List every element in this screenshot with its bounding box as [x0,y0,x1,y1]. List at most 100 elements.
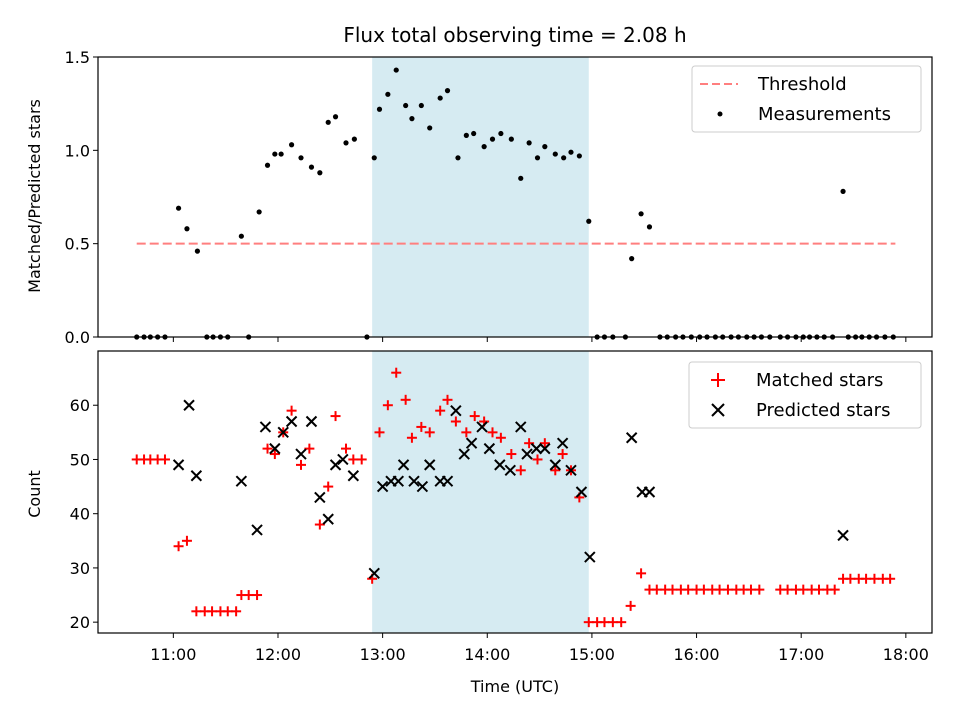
predicted-point [295,448,307,460]
matched-point [243,590,254,601]
measurement-point [508,136,514,142]
predicted-point [235,475,248,487]
measurement-point [840,188,846,194]
matched-point [607,617,618,628]
bottom-y-tick-label: 50 [70,450,90,469]
predicted-point [584,551,596,563]
predicted-point [322,513,334,525]
measurement-point [308,164,315,170]
predicted-point [251,524,263,536]
bottom-legend: Matched stars Predicted stars [688,361,922,429]
matched-point [616,617,627,628]
matched-point [722,584,733,595]
matched-point [442,394,453,405]
predicted-point [424,459,436,471]
matched-point [651,584,662,595]
predicted-point [376,480,389,493]
matched-point [714,584,725,595]
predicted-point [837,529,849,542]
predicted-point [397,459,410,471]
top-legend-box [691,65,922,133]
bottom-y-tick-label: 30 [70,559,90,578]
matched-point [406,432,417,443]
top-axes-frame [97,56,933,338]
predicted-point [504,464,516,477]
matched-point [745,584,756,595]
bottom-y-ticks: 20 30 40 50 60 [70,396,98,632]
x-tick-label: 14:00 [464,645,510,664]
bottom-axes-frame [97,350,933,634]
measurement-point [371,155,377,161]
bottom-y-axis-label: Count [25,470,44,518]
matched-point [391,367,402,378]
measurement-point [393,67,399,73]
predicted-point [347,470,360,482]
measurement-point [278,151,284,157]
measurement-point [175,205,182,211]
matched-point [159,454,170,465]
predicted-point [416,480,429,493]
matched-point [222,606,233,617]
measurement-point [272,151,278,157]
matched-point [625,600,636,611]
predicted-point [465,437,478,449]
measurement-point [343,140,349,146]
measurement-point [264,162,271,168]
matched-point [191,606,202,617]
matched-point [539,438,550,449]
measurement-point [409,116,415,122]
bottom-y-tick-label: 20 [70,613,90,632]
legend-predicted-swatch [711,403,725,417]
predicted-point [314,491,326,504]
measurement-point [238,233,244,239]
matched-point [583,617,594,628]
measurement-point [552,151,558,157]
matched-point [304,443,315,454]
predicted-point [392,475,405,487]
matched-point [798,584,809,595]
measurement-point [481,144,487,150]
measurement-point [498,130,504,137]
measurement-point [298,155,304,161]
predicted-point [494,459,506,471]
matched-point [450,416,461,427]
legend-measurements-label: Measurements [758,104,891,125]
x-tick-label: 16:00 [673,645,719,664]
matched-point [636,568,647,579]
matched-point [374,427,385,438]
x-tick-label: 12:00 [255,645,301,664]
highlight-span-top [372,57,589,337]
matched-point [487,427,498,438]
matched-point [341,443,352,454]
matched-point [506,449,517,460]
measurement-point [256,209,262,215]
predicted-point [285,415,298,428]
measurement-point [418,102,424,109]
measurement-point [184,226,190,232]
x-tick-label: 13:00 [360,645,406,664]
predicted-point [183,399,195,411]
measurement-point [317,170,323,176]
matched-point [845,573,856,584]
measurement-point [376,106,383,112]
matched-point [173,541,184,552]
matched-point [813,584,824,595]
top-y-tick-label: 0.0 [65,328,90,347]
bottom-x-ticks: 11:00 12:00 13:00 14:00 15:00 16:00 17:00 18:00 [150,633,929,664]
matched-point [296,459,307,470]
measurement-point [351,136,357,142]
matched-point [861,573,872,584]
bottom-legend-box [688,361,922,429]
matched-point [532,454,543,465]
predicted-point [476,421,488,433]
measurement-point [518,175,524,181]
x-tick-label: 11:00 [150,645,196,664]
predicted-point [483,442,496,455]
matched-point [424,427,435,438]
measurement-point [444,88,451,94]
matched-point [683,584,694,595]
matched-point [181,535,192,546]
matched-point [461,427,472,438]
top-y-tick-label: 1.0 [65,141,90,160]
